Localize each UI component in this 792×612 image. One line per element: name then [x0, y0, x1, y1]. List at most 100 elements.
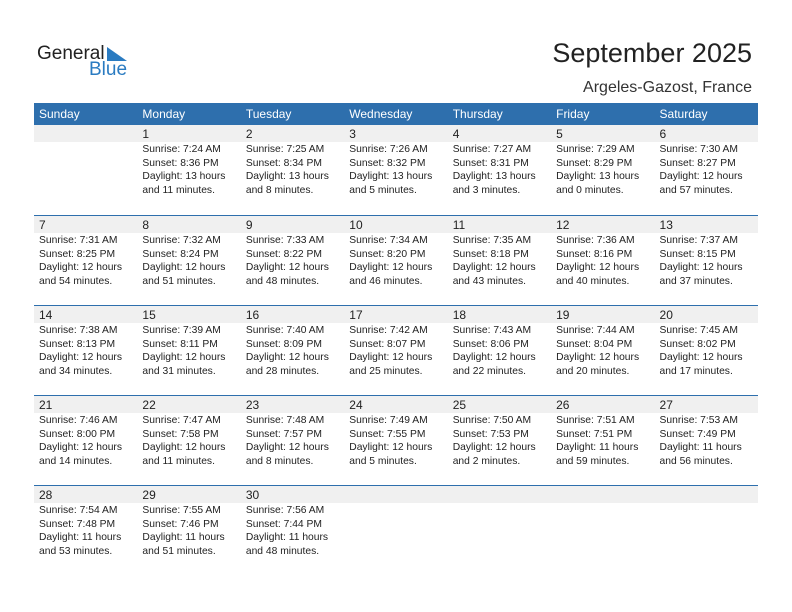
- day-number: 22: [137, 396, 241, 413]
- day-number: 13: [654, 216, 758, 233]
- daylight-text: Daylight: 12 hours: [142, 262, 226, 273]
- sunset-text: Sunset: 8:36 PM: [142, 157, 219, 169]
- sunrise-text: Sunrise: 7:54 AM: [39, 505, 118, 516]
- sunrise-text: Sunrise: 7:45 AM: [659, 325, 738, 336]
- daylight-text: Daylight: 12 hours: [556, 262, 640, 273]
- weekday-monday: Monday: [142, 107, 186, 121]
- daylight-text: Daylight: 12 hours: [659, 262, 743, 273]
- sunrise-text: Sunrise: 7:43 AM: [452, 325, 532, 336]
- day-cell: 22 Sunrise: 7:47 AM Sunset: 7:58 PM Dayligh…: [137, 396, 241, 485]
- daylight-text: Daylight: 11 hours: [556, 442, 639, 453]
- minutes-text: and 48 minutes.: [245, 275, 320, 287]
- week-row: 1 Sunrise: 7:24 AM Sunset: 8:36 PM Daylight…: [34, 125, 758, 215]
- minutes-text: and 54 minutes.: [39, 275, 113, 287]
- minutes-text: and 25 minutes.: [349, 365, 423, 377]
- day-info: Sunrise: 7:24 AM Sunset: 8:36 PM Daylight:…: [137, 142, 240, 197]
- minutes-text: and 2 minutes.: [452, 455, 521, 467]
- sunset-text: Sunset: 7:58 PM: [142, 428, 219, 440]
- day-info: Sunrise: 7:53 AM Sunset: 7:49 PM Daylight:…: [655, 413, 758, 468]
- sunset-text: Sunset: 8:02 PM: [659, 338, 736, 350]
- day-number: 28: [34, 486, 138, 503]
- sunrise-text: Sunrise: 7:39 AM: [142, 325, 221, 336]
- day-info: Sunrise: 7:40 AM Sunset: 8:09 PM Daylight:…: [241, 323, 344, 378]
- sunrise-text: Sunrise: 7:38 AM: [39, 325, 118, 336]
- sunrise-text: Sunrise: 7:34 AM: [349, 235, 428, 246]
- sunset-text: Sunset: 8:04 PM: [556, 338, 633, 350]
- daylight-text: Daylight: 13 hours: [556, 171, 640, 182]
- sunrise-text: Sunrise: 7:33 AM: [245, 235, 325, 246]
- sunrise-text: Sunrise: 7:44 AM: [556, 325, 635, 336]
- minutes-text: and 37 minutes.: [659, 275, 733, 287]
- day-cell: 7 Sunrise: 7:31 AM Sunset: 8:25 PM Daylight…: [34, 216, 138, 305]
- day-number: 27: [654, 396, 758, 413]
- day-cell: 24 Sunrise: 7:49 AM Sunset: 7:55 PM Dayligh…: [344, 396, 448, 485]
- day-number: 9: [240, 216, 345, 233]
- minutes-text: and 56 minutes.: [659, 455, 733, 467]
- sunset-text: Sunset: 8:29 PM: [556, 157, 633, 169]
- day-number: 24: [344, 396, 448, 413]
- sunrise-text: Sunrise: 7:51 AM: [556, 415, 635, 426]
- calendar: Sunday Monday Tuesday Wednesday Thursday Frid…: [34, 103, 758, 575]
- day-number: 16: [240, 306, 345, 323]
- sunrise-text: Sunrise: 7:53 AM: [659, 415, 738, 426]
- minutes-text: and 57 minutes.: [659, 184, 733, 196]
- minutes-text: and 22 minutes.: [452, 365, 526, 377]
- daylight-text: Daylight: 13 hours: [142, 171, 226, 182]
- day-number: 18: [447, 306, 552, 323]
- minutes-text: and 8 minutes.: [245, 455, 314, 467]
- minutes-text: and 11 minutes.: [142, 455, 215, 467]
- sunrise-text: Sunrise: 7:40 AM: [245, 325, 325, 336]
- day-number: 15: [137, 306, 241, 323]
- sunset-text: Sunset: 8:34 PM: [245, 157, 322, 169]
- sunset-text: Sunset: 7:46 PM: [142, 518, 219, 530]
- sunrise-text: Sunrise: 7:47 AM: [142, 415, 221, 426]
- weekday-wednesday: Wednesday: [349, 107, 413, 121]
- daylight-text: Daylight: 12 hours: [39, 442, 122, 453]
- minutes-text: and 51 minutes.: [142, 545, 216, 557]
- sunset-text: Sunset: 7:44 PM: [245, 518, 322, 530]
- minutes-text: and 59 minutes.: [556, 455, 630, 467]
- minutes-text: and 51 minutes.: [142, 275, 216, 287]
- day-number: 11: [447, 216, 552, 233]
- day-cell: 26 Sunrise: 7:51 AM Sunset: 7:51 PM Dayligh…: [551, 396, 655, 485]
- daylight-text: Daylight: 12 hours: [245, 262, 329, 273]
- day-info: Sunrise: 7:56 AM Sunset: 7:44 PM Daylight:…: [241, 503, 344, 558]
- day-cell: 28 Sunrise: 7:54 AM Sunset: 7:48 PM Dayligh…: [34, 486, 138, 575]
- sunset-text: Sunset: 8:13 PM: [39, 338, 116, 350]
- day-cell: 8 Sunrise: 7:32 AM Sunset: 8:24 PM Daylight…: [137, 216, 241, 305]
- daylight-text: Daylight: 12 hours: [452, 442, 536, 453]
- daylight-text: Daylight: 12 hours: [452, 352, 536, 363]
- day-info: Sunrise: 7:47 AM Sunset: 7:58 PM Daylight:…: [137, 413, 240, 468]
- sunrise-text: Sunrise: 7:36 AM: [556, 235, 635, 246]
- day-cell: 2 Sunrise: 7:25 AM Sunset: 8:34 PM Daylight…: [240, 125, 345, 215]
- day-number: [344, 486, 448, 503]
- sunrise-text: Sunrise: 7:37 AM: [659, 235, 738, 246]
- sunset-text: Sunset: 8:16 PM: [556, 248, 633, 260]
- sunset-text: Sunset: 7:57 PM: [245, 428, 322, 440]
- day-info: Sunrise: 7:49 AM Sunset: 7:55 PM Daylight:…: [344, 413, 447, 468]
- minutes-text: and 8 minutes.: [245, 184, 314, 196]
- daylight-text: Daylight: 12 hours: [556, 352, 640, 363]
- sunset-text: Sunset: 8:22 PM: [245, 248, 322, 260]
- logo-triangle-icon: [107, 47, 127, 61]
- weekday-tuesday: Tuesday: [245, 107, 292, 121]
- sunset-text: Sunset: 8:00 PM: [39, 428, 116, 440]
- sunrise-text: Sunrise: 7:25 AM: [245, 144, 325, 155]
- day-number: 20: [654, 306, 758, 323]
- day-number: 2: [240, 125, 345, 142]
- daylight-text: Daylight: 13 hours: [349, 171, 433, 182]
- sunrise-text: Sunrise: 7:24 AM: [142, 144, 221, 155]
- day-info: Sunrise: 7:34 AM Sunset: 8:20 PM Daylight:…: [344, 233, 447, 288]
- minutes-text: and 5 minutes.: [349, 455, 417, 467]
- day-info: Sunrise: 7:42 AM Sunset: 8:07 PM Daylight:…: [344, 323, 447, 378]
- minutes-text: and 0 minutes.: [556, 184, 624, 196]
- daylight-text: Daylight: 12 hours: [349, 262, 433, 273]
- minutes-text: and 53 minutes.: [39, 545, 113, 557]
- minutes-text: and 46 minutes.: [349, 275, 423, 287]
- day-number: [654, 486, 758, 503]
- sunset-text: Sunset: 7:48 PM: [39, 518, 116, 530]
- day-number: 8: [137, 216, 241, 233]
- minutes-text: and 31 minutes.: [142, 365, 216, 377]
- day-number: 19: [551, 306, 655, 323]
- weekday-header: Sunday Monday Tuesday Wednesday Thursday Frid…: [34, 103, 758, 125]
